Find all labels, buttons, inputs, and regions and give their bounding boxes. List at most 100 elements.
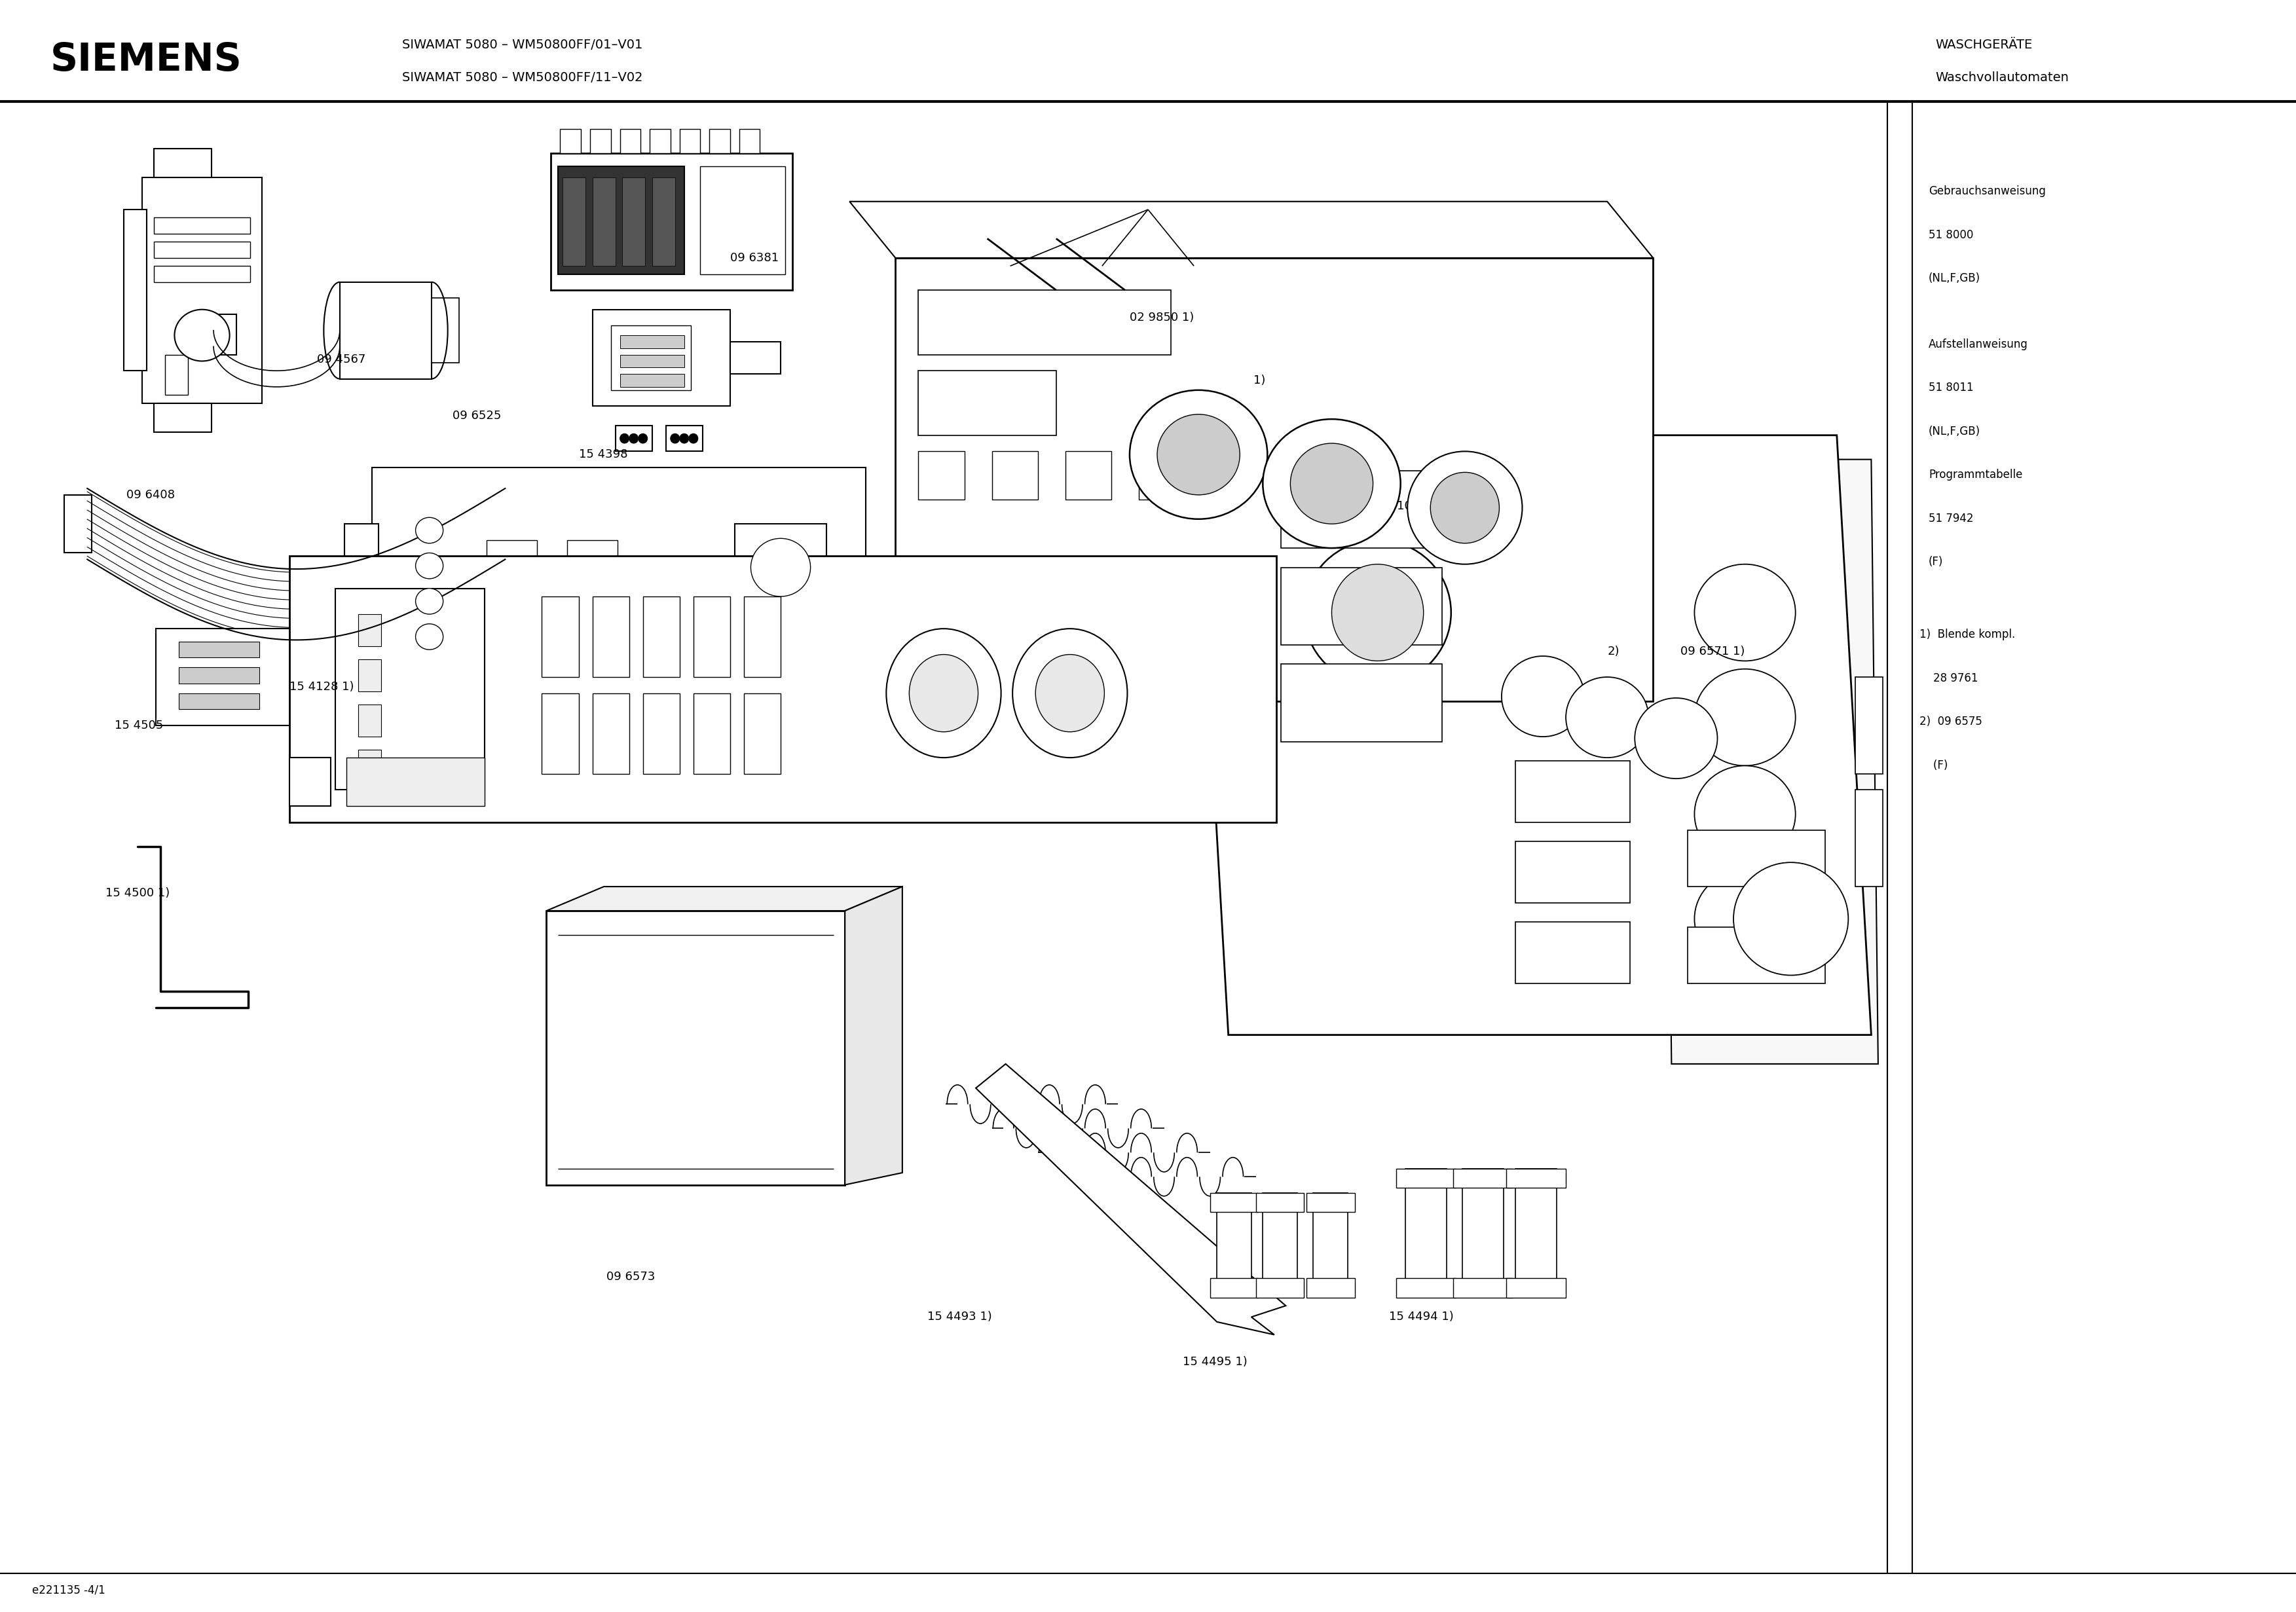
Text: 15 4500 1): 15 4500 1): [106, 887, 170, 899]
Text: 26 5101 1): 26 5101 1): [1371, 500, 1435, 513]
Bar: [918, 371, 1056, 435]
Bar: [650, 129, 670, 153]
Ellipse shape: [638, 434, 647, 443]
Text: 15 4398: 15 4398: [579, 448, 627, 461]
Bar: [611, 326, 691, 390]
Ellipse shape: [1332, 564, 1424, 661]
Bar: [1855, 677, 1883, 774]
Ellipse shape: [416, 553, 443, 579]
Ellipse shape: [1694, 669, 1795, 766]
Ellipse shape: [1304, 540, 1451, 685]
Bar: [588, 629, 615, 661]
Ellipse shape: [1694, 564, 1795, 661]
Text: 15 4493 1): 15 4493 1): [928, 1311, 992, 1323]
Bar: [592, 310, 730, 406]
Bar: [294, 645, 317, 709]
Bar: [64, 495, 92, 553]
Polygon shape: [845, 887, 902, 1185]
Bar: [1396, 1169, 1456, 1188]
Text: SIWAMAT 5080 – WM50800FF/01–V01: SIWAMAT 5080 – WM50800FF/01–V01: [402, 39, 643, 52]
Bar: [1256, 1278, 1304, 1298]
Ellipse shape: [1013, 629, 1127, 758]
Bar: [432, 298, 459, 363]
Ellipse shape: [1733, 862, 1848, 975]
Bar: [629, 629, 657, 661]
Text: 09 4567: 09 4567: [317, 353, 365, 366]
Text: WASCHGERÄTE: WASCHGERÄTE: [1936, 39, 2032, 52]
Bar: [156, 629, 294, 725]
Bar: [592, 693, 629, 774]
Polygon shape: [850, 202, 1653, 258]
Ellipse shape: [1635, 698, 1717, 779]
Bar: [592, 596, 629, 677]
Bar: [179, 667, 259, 683]
Bar: [154, 266, 250, 282]
Bar: [372, 467, 866, 677]
Text: Programmtabelle: Programmtabelle: [1929, 469, 2023, 480]
Bar: [505, 495, 533, 553]
Bar: [1306, 1193, 1355, 1212]
Bar: [179, 642, 259, 658]
Bar: [202, 314, 236, 355]
Bar: [1855, 790, 1883, 887]
Text: 51 8011: 51 8011: [1929, 382, 1975, 393]
Ellipse shape: [1130, 390, 1267, 519]
Polygon shape: [546, 887, 902, 911]
Bar: [347, 758, 484, 806]
Bar: [154, 242, 250, 258]
Bar: [1453, 1169, 1513, 1188]
Text: Waschvollautomaten: Waschvollautomaten: [1936, 71, 2069, 84]
Bar: [620, 335, 684, 348]
Text: (NL,F,GB): (NL,F,GB): [1929, 426, 1981, 437]
Bar: [590, 129, 611, 153]
Bar: [615, 426, 652, 451]
Ellipse shape: [1263, 419, 1401, 548]
Bar: [992, 451, 1038, 500]
Bar: [154, 403, 211, 432]
Bar: [918, 290, 1171, 355]
Bar: [620, 374, 684, 387]
Bar: [1515, 841, 1630, 903]
Bar: [560, 129, 581, 153]
Bar: [1065, 451, 1111, 500]
Bar: [620, 355, 684, 368]
Bar: [1256, 1193, 1304, 1212]
Bar: [652, 177, 675, 266]
Ellipse shape: [416, 624, 443, 650]
Bar: [622, 177, 645, 266]
Text: (F): (F): [1919, 759, 1947, 771]
Polygon shape: [546, 911, 845, 1185]
Text: 09 6408: 09 6408: [126, 488, 174, 501]
Text: 15 4494 1): 15 4494 1): [1389, 1311, 1453, 1323]
Bar: [542, 693, 579, 774]
Ellipse shape: [1694, 870, 1795, 967]
Ellipse shape: [689, 434, 698, 443]
Text: 09 6525: 09 6525: [452, 409, 501, 422]
Bar: [358, 659, 381, 692]
Bar: [335, 588, 484, 790]
Bar: [1515, 1169, 1557, 1290]
Bar: [1281, 471, 1442, 548]
Bar: [739, 129, 760, 153]
Bar: [700, 166, 785, 274]
Ellipse shape: [1157, 414, 1240, 495]
Text: 09 6571 1): 09 6571 1): [1681, 645, 1745, 658]
Bar: [179, 693, 259, 709]
Text: 09 6573: 09 6573: [606, 1270, 654, 1283]
Bar: [558, 166, 684, 274]
Text: 15 4128 1): 15 4128 1): [289, 680, 354, 693]
Bar: [1281, 664, 1442, 742]
Bar: [289, 556, 1277, 822]
Ellipse shape: [1502, 656, 1584, 737]
Bar: [1515, 922, 1630, 983]
Bar: [1263, 1193, 1297, 1298]
Bar: [1463, 1169, 1504, 1290]
Ellipse shape: [751, 538, 810, 596]
Bar: [1210, 1278, 1258, 1298]
Text: (NL,F,GB): (NL,F,GB): [1929, 272, 1981, 284]
Bar: [735, 524, 827, 613]
Bar: [620, 129, 641, 153]
Bar: [1217, 1193, 1251, 1298]
Bar: [709, 129, 730, 153]
Bar: [1210, 1193, 1258, 1212]
